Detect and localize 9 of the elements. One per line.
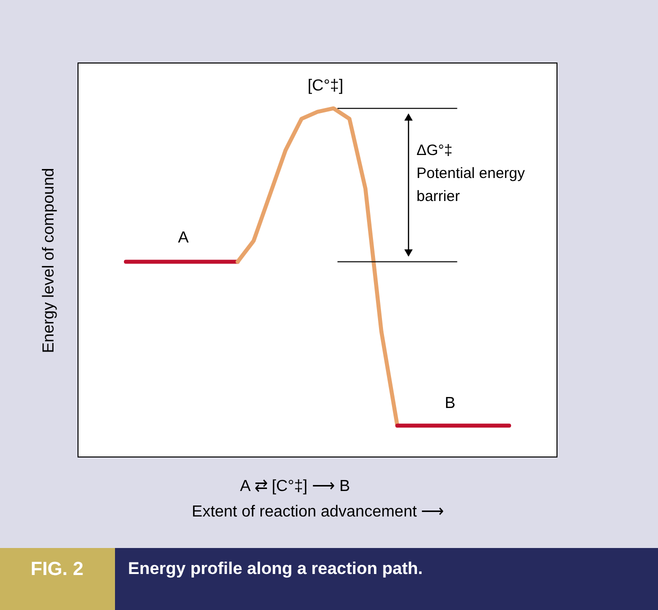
text: A ⇄ [C°‡] ⟶ B [240,478,350,495]
x-axis-title: Extent of reaction advancement ⟶ [192,504,444,520]
text: [C°‡] [308,78,344,95]
annotation: A [178,229,190,246]
annotation: ΔG°‡ Potential energy barrier [416,142,526,206]
text: FIG. 2 [30,559,84,580]
text: Energy profile along a reaction path. [128,559,423,578]
annotation: B [444,394,456,412]
y-axis-title: Energy level of compound [40,168,58,353]
